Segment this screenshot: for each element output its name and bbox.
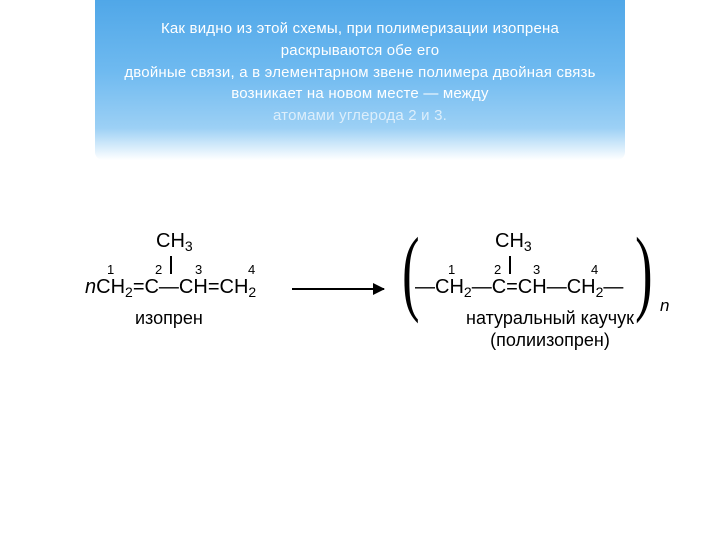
product-pos-1: 1 — [448, 262, 455, 277]
banner-text: Как видно из этой схемы, при полимеризац… — [95, 18, 625, 127]
product-pos-2: 2 — [494, 262, 501, 277]
reactant-backbone: nCH2=C—CH=CH2 — [85, 276, 256, 300]
banner-line-3: атомами углерода 2 и 3. — [273, 107, 447, 124]
bracket-right: ) — [635, 224, 652, 319]
product-label-2: (полиизопрен) — [440, 330, 660, 351]
reactant-vert-bond — [170, 256, 172, 274]
reaction-arrow — [292, 288, 384, 290]
product-pos-4: 4 — [591, 262, 598, 277]
reactant-pos-1: 1 — [107, 262, 114, 277]
header-banner: Как видно из этой схемы, при полимеризац… — [95, 0, 625, 160]
product-pos-3: 3 — [533, 262, 540, 277]
chemistry-diagram: CH3 1 2 3 4 nCH2=C—CH=CH2 изопрен ( CH3 … — [0, 230, 720, 450]
banner-line-2: двойные связи, а в элементарном звене по… — [124, 64, 595, 103]
product-top-group: CH3 — [495, 230, 532, 254]
reactant-pos-3: 3 — [195, 262, 202, 277]
reactant-label: изопрен — [135, 308, 203, 329]
product-subscript-n: n — [660, 294, 669, 317]
reactant-top-group: CH3 — [156, 230, 193, 254]
product-vert-bond — [509, 256, 511, 274]
product-backbone: —CH2—C=CH—CH2— — [415, 276, 623, 300]
product-label-1: натуральный каучук — [440, 308, 660, 329]
bracket-left: ( — [402, 224, 419, 319]
reactant-pos-2: 2 — [155, 262, 162, 277]
reactant-pos-4: 4 — [248, 262, 255, 277]
banner-line-1: Как видно из этой схемы, при полимеризац… — [161, 20, 559, 59]
